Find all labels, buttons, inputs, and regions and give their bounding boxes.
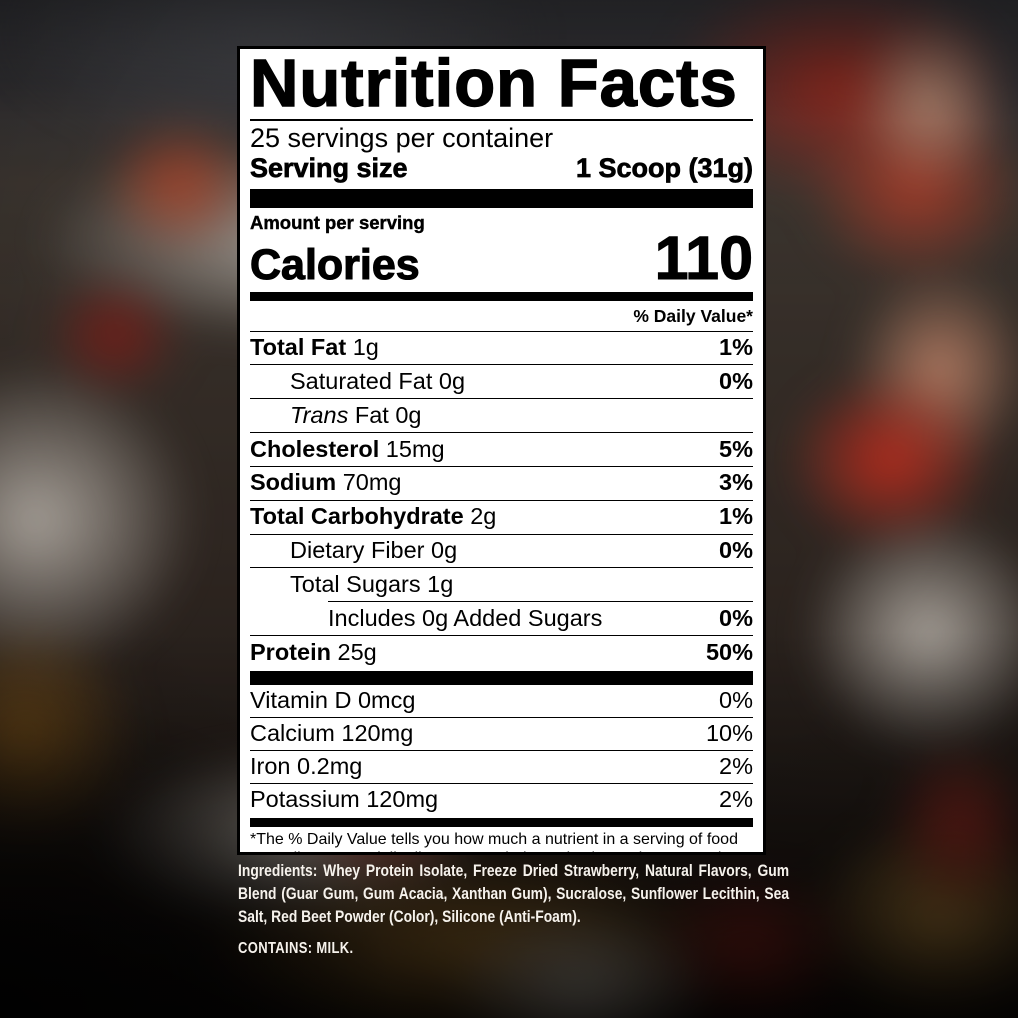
vitamin-text: Vitamin D 0mcg (250, 687, 416, 714)
nutrient-dv: 1% (719, 334, 753, 361)
nutrition-facts-title: Nutrition Facts (249, 46, 738, 121)
daily-value-footnote: *The % Daily Value tells you how much a … (250, 831, 738, 852)
nutrient-row-saturated-fat: Saturated Fat 0g 0% (250, 365, 753, 400)
nutrient-text: Sodium 70mg (250, 469, 402, 496)
calories-value: 110 (654, 224, 754, 293)
nutrient-dv: 0% (719, 537, 753, 564)
serving-size-row: Serving size 1 Scoop (31g) (250, 152, 754, 184)
nutrient-row-trans-fat: Trans Fat 0g (250, 399, 753, 434)
calories-divider (250, 291, 753, 301)
nutrient-text: Protein 25g (250, 638, 377, 665)
nutrient-row-cholesterol: Cholesterol 15mg 5% (250, 433, 753, 467)
vitamin-text: Potassium 120mg (250, 785, 439, 812)
nutrient-dv: 0% (719, 604, 753, 631)
vitamin-dv: 0% (719, 687, 753, 714)
calories-row: Calories 110 (249, 224, 754, 293)
servings-per-container: 25 servings per container (250, 122, 554, 153)
nutrient-text: Dietary Fiber 0g (290, 537, 458, 564)
nutrient-row-sodium: Sodium 70mg 3% (250, 467, 753, 501)
nutrition-facts-panel: Nutrition Facts 25 servings per containe… (237, 46, 766, 855)
vitamin-dv: 2% (719, 785, 753, 812)
nutrient-text: Total Sugars 1g (290, 570, 454, 597)
nutrient-text: Total Carbohydrate 2g (250, 503, 497, 530)
ingredients-line: Blend (Guar Gum, Gum Acacia, Xanthan Gum… (238, 885, 790, 903)
vitamin-row-potassium: Potassium 120mg 2% (250, 784, 753, 816)
thick-divider-top (250, 189, 753, 209)
ingredients-paragraph: Ingredients: Whey Protein Isolate, Freez… (238, 860, 789, 929)
nutrient-row-protein: Protein 25g 50% (250, 636, 753, 669)
nutrient-text: Trans Fat 0g (290, 401, 422, 428)
vitamin-text: Iron 0.2mg (250, 752, 363, 779)
ingredients-line: Ingredients: Whey Protein Isolate, Freez… (238, 862, 790, 880)
nutrient-dv: 5% (719, 435, 753, 462)
thick-divider-protein (250, 671, 753, 686)
nutrient-text: Total Fat 1g (250, 334, 379, 361)
contains-allergen-statement: CONTAINS: MILK. (238, 940, 354, 957)
nutrient-row-total-fat: Total Fat 1g 1% (250, 332, 753, 366)
nutrient-text: Cholesterol 15mg (250, 435, 445, 462)
nutrient-dv: 50% (705, 638, 753, 665)
vitamin-text: Calcium 120mg (250, 719, 414, 746)
vitamin-dv: 2% (719, 752, 753, 779)
ingredients-line: Salt, Red Beet Powder (Color), Silicone … (238, 908, 581, 926)
amount-per-serving-label: Amount per serving (250, 212, 425, 234)
nutrient-row-added-sugars: Includes 0g Added Sugars 0% (250, 602, 753, 637)
nutrient-dv: 3% (719, 469, 753, 496)
title-divider (250, 118, 753, 121)
nutrient-text: Saturated Fat 0g (290, 367, 466, 394)
vitamin-row-iron: Iron 0.2mg 2% (250, 751, 753, 784)
nutrient-row-total-sugars: Total Sugars 1g (250, 568, 753, 601)
vitamin-row-calcium: Calcium 120mg 10% (250, 718, 753, 751)
nutrient-text: Includes 0g Added Sugars (328, 604, 603, 631)
nutrient-dv: 1% (719, 503, 753, 530)
indented-divider (328, 601, 753, 603)
nutrient-dv: 0% (719, 367, 753, 394)
vitamin-row-vitamin-d: Vitamin D 0mcg 0% (250, 685, 753, 718)
serving-size-value: 1 Scoop (31g) (575, 152, 754, 184)
daily-value-header: % Daily Value* (250, 301, 753, 332)
thick-divider-bottom (250, 818, 753, 828)
serving-size-label: Serving size (250, 152, 408, 184)
vitamin-dv: 10% (705, 719, 753, 746)
calories-label: Calories (249, 241, 420, 290)
nutrient-row-dietary-fiber: Dietary Fiber 0g 0% (250, 535, 753, 569)
nutrient-row-total-carbohydrate: Total Carbohydrate 2g 1% (250, 501, 753, 535)
